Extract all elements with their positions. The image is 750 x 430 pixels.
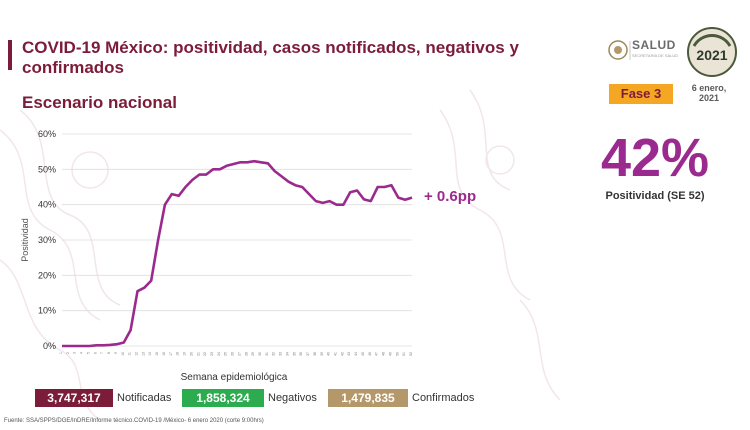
positivity-label: Positividad (SE 52) [605, 190, 705, 202]
x-tick-label: 48 [382, 352, 386, 356]
page-subtitle: Escenario nacional [22, 93, 177, 112]
x-tick-label: 42 [340, 352, 344, 356]
confirmed-total-box: 1,479,835 [328, 389, 408, 407]
y-tick-label: 50% [38, 164, 56, 174]
x-tick-label: 29 [251, 352, 255, 356]
x-tick-label: 35 [292, 352, 296, 356]
x-tick-label: 38 [313, 352, 317, 356]
positivity-value: 42% [600, 128, 710, 188]
y-axis-label: Positividad [20, 218, 30, 262]
x-tick-label: 30 [258, 352, 262, 356]
positivity-series-line [62, 159, 413, 348]
x-tick-label: 28 [244, 352, 248, 356]
x-tick-label: 50 [395, 352, 399, 356]
x-tick-label: 1 [59, 352, 63, 354]
source-footnote: Fuente: SSA/SPPS/DGE/InDRE/Informe técni… [4, 418, 264, 424]
year-2021-logo-text: 2021 [696, 47, 727, 63]
change-label: + 0.6pp [424, 188, 476, 205]
x-tick-label: 8 [107, 352, 111, 354]
x-tick-label: 16 [162, 352, 166, 356]
x-tick-label: 43 [347, 352, 351, 356]
x-tick-label: 40 [327, 352, 331, 356]
y-tick-label: 60% [38, 129, 56, 139]
x-tick-label: 32 [272, 352, 276, 356]
page-title: COVID-19 México: positividad, casos noti… [22, 38, 519, 77]
x-tick-label: 27 [237, 352, 241, 356]
x-tick-label: 22 [203, 352, 207, 356]
x-tick-label: 12 [134, 352, 138, 356]
x-tick-label: 49 [388, 352, 392, 356]
x-tick-label: 21 [196, 352, 200, 356]
x-tick-label: 36 [299, 352, 303, 356]
notified-label: Notificadas [117, 392, 172, 404]
x-tick-label: 18 [176, 352, 180, 356]
x-tick-label: 11 [128, 352, 132, 356]
x-tick-label: 9 [114, 352, 118, 354]
x-tick-label: 5 [86, 352, 90, 354]
negative-total-box: 1,858,324 [182, 389, 264, 407]
phase-badge: Fase 3 [609, 84, 673, 104]
y-tick-label: 10% [38, 306, 56, 316]
x-tick-label: 37 [306, 352, 310, 356]
x-tick-label: 47 [375, 352, 379, 356]
x-tick-label: 3 [73, 352, 77, 354]
date-label: 6 enero, 2021 [691, 83, 727, 103]
x-tick-label: 10 [121, 352, 125, 356]
salud-logo-text: SALUD [632, 38, 676, 52]
x-tick-label: 33 [279, 352, 283, 356]
x-tick-label: 51 [402, 352, 406, 356]
x-tick-label: 4 [80, 352, 84, 354]
negative-label: Negativos [268, 392, 317, 404]
x-tick-label: 24 [217, 352, 221, 356]
x-tick-label: 17 [169, 352, 173, 356]
x-tick-label: 14 [148, 352, 152, 356]
x-tick-label: 13 [141, 352, 145, 356]
notified-total-box: 3,747,317 [35, 389, 113, 407]
x-tick-label: 41 [334, 352, 338, 356]
salud-logo-subtext: SECRETARÍA DE SALUD [632, 53, 679, 58]
x-axis-label: Semana epidemiológica [181, 372, 288, 383]
x-tick-label: 34 [285, 352, 289, 356]
x-tick-label: 52 [409, 352, 413, 356]
y-tick-label: 30% [38, 235, 56, 245]
y-tick-label: 0% [43, 341, 56, 351]
x-tick-label: 19 [183, 352, 187, 356]
x-tick-label: 7 [100, 352, 104, 354]
y-tick-label: 20% [38, 270, 56, 280]
x-tick-label: 31 [265, 352, 269, 356]
title-accent-bar [8, 40, 12, 70]
year-2021-logo: 2021 [687, 27, 737, 77]
x-tick-label: 46 [368, 352, 372, 356]
x-tick-label: 45 [361, 352, 365, 356]
x-tick-label: 15 [155, 352, 159, 356]
x-tick-label: 2 [66, 352, 70, 354]
x-tick-label: 6 [93, 352, 97, 354]
x-tick-label: 25 [224, 352, 228, 356]
confirmed-label: Confirmados [412, 392, 475, 404]
x-tick-label: 44 [354, 352, 358, 356]
x-tick-label: 39 [320, 352, 324, 356]
x-tick-label: 20 [189, 352, 193, 356]
salud-logo [608, 40, 631, 60]
x-tick-label: 23 [210, 352, 214, 356]
x-tick-label: 26 [231, 352, 235, 356]
y-tick-label: 40% [38, 200, 56, 210]
